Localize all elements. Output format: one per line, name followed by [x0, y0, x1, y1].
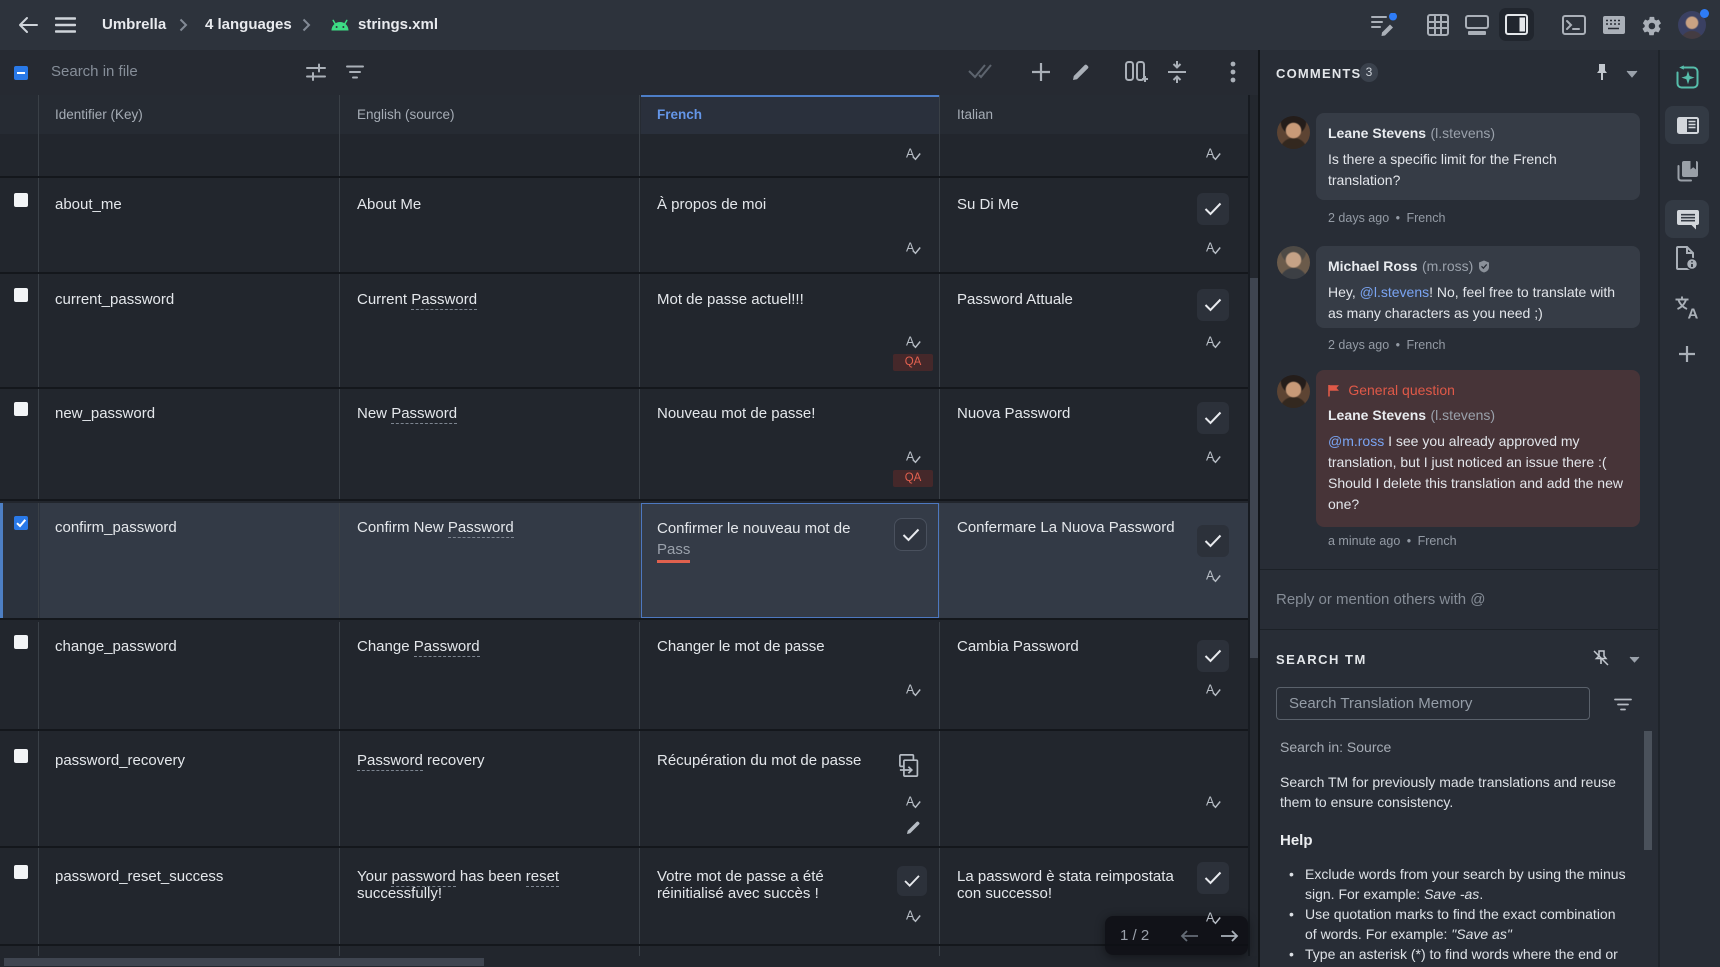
svg-text:A: A — [1206, 241, 1215, 255]
svg-text:A: A — [1206, 911, 1215, 925]
svg-text:A: A — [906, 909, 915, 923]
svg-text:A: A — [1206, 335, 1215, 349]
svg-text:A: A — [906, 335, 915, 349]
svg-text:A: A — [906, 795, 915, 809]
svg-text:A: A — [1206, 569, 1215, 583]
svg-text:A: A — [906, 450, 915, 464]
svg-text:A: A — [1206, 147, 1215, 161]
svg-text:A: A — [1206, 450, 1215, 464]
svg-text:A: A — [906, 147, 915, 161]
svg-text:A: A — [1206, 683, 1215, 697]
svg-text:A: A — [906, 241, 915, 255]
svg-text:A: A — [906, 683, 915, 697]
svg-text:A: A — [1206, 795, 1215, 809]
svg-text:A: A — [1688, 306, 1699, 321]
